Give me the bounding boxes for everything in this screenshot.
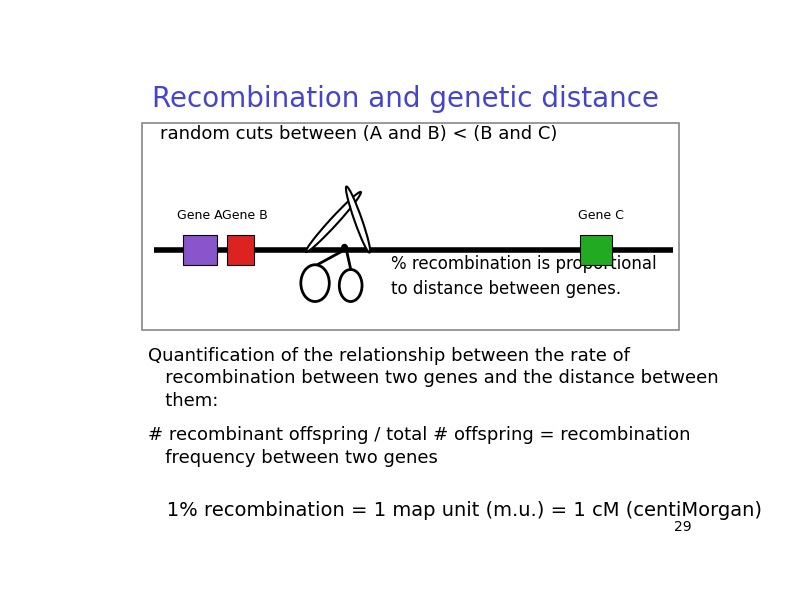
Text: % recombination is proportional
to distance between genes.: % recombination is proportional to dista… [390, 255, 657, 297]
Text: them:: them: [148, 392, 219, 410]
Text: Recombination and genetic distance: Recombination and genetic distance [152, 85, 660, 113]
Text: Gene A: Gene A [177, 209, 223, 222]
Text: Quantification of the relationship between the rate of: Quantification of the relationship betwe… [148, 347, 630, 365]
Text: recombination between two genes and the distance between: recombination between two genes and the … [148, 370, 718, 387]
Bar [580, 235, 611, 265]
Text: random cuts between (A and B) < (B and C): random cuts between (A and B) < (B and C… [160, 125, 558, 143]
Ellipse shape [341, 245, 348, 251]
FancyBboxPatch shape [142, 123, 679, 330]
Text: 29: 29 [674, 520, 691, 534]
Bar [183, 235, 218, 265]
Ellipse shape [339, 269, 362, 302]
Text: Gene C: Gene C [577, 209, 623, 222]
Text: 1% recombination = 1 map unit (m.u.) = 1 cM (centiMorgan): 1% recombination = 1 map unit (m.u.) = 1… [148, 501, 762, 520]
Ellipse shape [346, 187, 370, 253]
Ellipse shape [306, 192, 361, 252]
Bar [227, 235, 253, 265]
Ellipse shape [301, 265, 329, 302]
Text: Gene B: Gene B [223, 209, 268, 222]
Text: frequency between two genes: frequency between two genes [148, 449, 438, 467]
Text: # recombinant offspring / total # offspring = recombination: # recombinant offspring / total # offspr… [148, 427, 691, 444]
